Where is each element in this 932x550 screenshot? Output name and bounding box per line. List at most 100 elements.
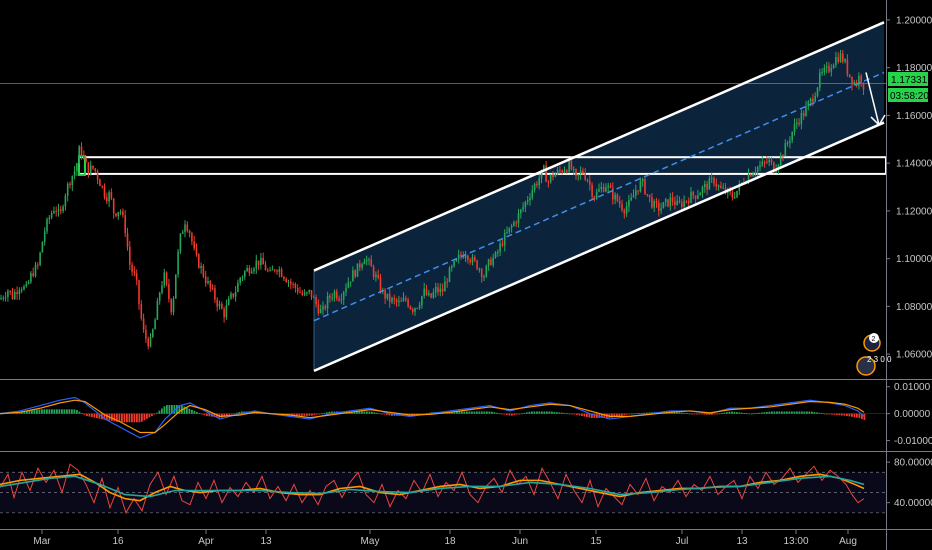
last-price-label: 1.17331 <box>891 75 928 86</box>
candle-body <box>722 187 724 189</box>
candle-body <box>188 231 191 234</box>
macd-histogram-bar <box>708 413 711 415</box>
macd-histogram-bar <box>858 413 861 419</box>
candle-body <box>667 199 669 207</box>
candle-body <box>540 169 543 179</box>
macd-histogram-bar <box>468 411 471 414</box>
macd-histogram-bar <box>163 406 166 414</box>
macd-histogram-bar <box>301 413 303 416</box>
macd-histogram-bar <box>518 413 521 415</box>
macd-histogram-bar <box>501 413 503 415</box>
candle-body <box>506 232 508 234</box>
macd-histogram-bar <box>613 413 616 418</box>
macd-histogram-bar <box>556 412 558 414</box>
macd-histogram-bar <box>91 413 93 418</box>
candle-body <box>409 306 412 309</box>
macd-histogram-bar <box>191 409 193 414</box>
candle-body <box>315 297 317 305</box>
macd-histogram-bar <box>688 413 691 415</box>
candle-body <box>807 102 810 107</box>
down-arrow-icon[interactable] <box>870 114 886 127</box>
channel-mid-line[interactable] <box>313 71 885 322</box>
macd-histogram-bar <box>86 413 88 417</box>
macd-histogram-bar <box>226 413 228 417</box>
macd-histogram-bar <box>486 411 488 414</box>
macd-histogram-bar <box>823 413 826 415</box>
price-pane[interactable] <box>0 21 887 372</box>
macd-histogram-bar <box>133 413 136 423</box>
candle-body <box>782 155 784 157</box>
macd-histogram-bar <box>313 413 316 416</box>
macd-histogram-bar <box>696 413 698 415</box>
candle-body <box>784 143 787 157</box>
candle-body <box>823 67 826 73</box>
rsi-pane[interactable] <box>0 463 886 515</box>
candle-body <box>441 288 444 292</box>
candle-body <box>425 288 428 296</box>
macd-histogram-bar <box>531 411 533 414</box>
candle-body <box>46 219 48 232</box>
macd-histogram-bar <box>311 413 313 416</box>
macd-histogram-bar <box>788 411 791 414</box>
macd-histogram-bar <box>631 413 633 415</box>
time-tick-label: Mar <box>33 536 51 547</box>
candle-body <box>768 160 770 162</box>
candle-body <box>699 193 701 196</box>
macd-histogram-bar <box>168 405 171 414</box>
macd-histogram-bar <box>373 412 376 414</box>
macd-histogram-bar <box>588 413 591 418</box>
candle-body <box>230 293 232 299</box>
candle-body <box>345 287 347 293</box>
macd-histogram-bar <box>308 413 311 416</box>
candle-body <box>149 336 152 347</box>
macd-histogram-bar <box>321 413 323 415</box>
candle-body <box>678 200 681 203</box>
candle-body <box>499 243 501 252</box>
candle-body <box>524 201 527 208</box>
event-flag-icon-2[interactable] <box>856 356 876 376</box>
candle-body <box>766 161 768 163</box>
macd-histogram-bar <box>186 407 188 414</box>
candle-body <box>122 211 124 216</box>
candle-body <box>14 292 16 299</box>
candle-body <box>423 288 425 297</box>
down-arrow-shaft[interactable] <box>865 72 880 126</box>
candle-body <box>267 270 269 272</box>
macd-histogram-bar <box>233 413 236 415</box>
candle-body <box>683 200 685 207</box>
candle-body <box>41 241 44 253</box>
candle-body <box>87 162 90 175</box>
macd-histogram-bar <box>386 413 388 415</box>
macd-pane[interactable] <box>0 396 886 439</box>
macd-histogram-bar <box>66 409 68 414</box>
candle-body <box>529 197 531 201</box>
candle-body <box>331 297 333 299</box>
candle-body <box>27 281 30 284</box>
candle-body <box>142 318 145 330</box>
candle-body <box>57 209 60 212</box>
channel-lower-line[interactable] <box>313 121 885 372</box>
channel-upper-line[interactable] <box>313 21 885 272</box>
candle-body <box>455 258 458 262</box>
candle-body <box>223 308 225 318</box>
macd-histogram-bar <box>368 411 371 414</box>
event-badges[interactable]: 2 2 3 0 0 <box>856 333 892 376</box>
candle-body <box>763 161 766 163</box>
candle-body <box>582 170 584 174</box>
macd-histogram-bar <box>88 413 91 417</box>
macd-histogram-bar <box>228 413 231 416</box>
macd-histogram-bar <box>363 411 366 414</box>
candle-body <box>862 82 865 90</box>
macd-histogram-bar <box>391 413 393 416</box>
time-tick-label: Jul <box>676 536 689 547</box>
candle-body <box>819 72 821 88</box>
candle-body <box>773 162 775 173</box>
macd-histogram-bar <box>673 411 676 414</box>
candle-body <box>310 289 313 298</box>
macd-histogram-bar <box>773 411 776 414</box>
macd-histogram-bar <box>458 411 461 414</box>
macd-histogram-bar <box>683 412 686 414</box>
macd-histogram-bar <box>706 413 708 415</box>
macd-histogram-bar <box>381 413 383 415</box>
